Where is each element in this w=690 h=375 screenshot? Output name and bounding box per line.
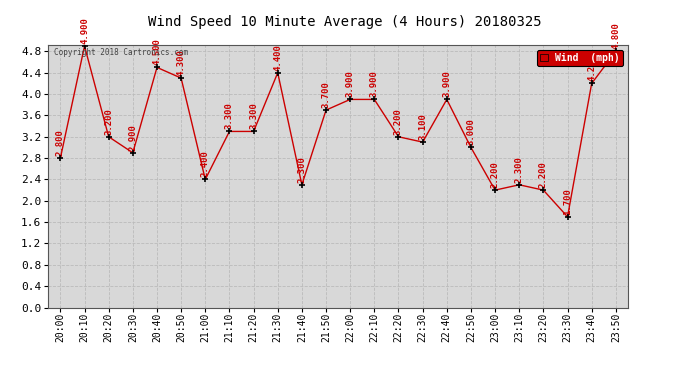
Text: Copyright 2018 Cartronics.com: Copyright 2018 Cartronics.com [54,48,188,57]
Text: 3.200: 3.200 [104,108,113,135]
Text: 3.000: 3.000 [466,118,475,145]
Text: 3.700: 3.700 [322,81,331,108]
Text: 4.800: 4.800 [611,22,620,49]
Legend: Wind  (mph): Wind (mph) [537,50,623,66]
Text: 4.200: 4.200 [587,54,596,81]
Text: 3.900: 3.900 [370,70,379,97]
Text: 3.900: 3.900 [346,70,355,97]
Text: 3.900: 3.900 [442,70,451,97]
Text: 2.400: 2.400 [201,150,210,177]
Text: 2.300: 2.300 [297,156,306,183]
Text: Wind Speed 10 Minute Average (4 Hours) 20180325: Wind Speed 10 Minute Average (4 Hours) 2… [148,15,542,29]
Text: 2.200: 2.200 [539,161,548,188]
Text: 4.900: 4.900 [80,17,89,44]
Text: 3.300: 3.300 [225,102,234,129]
Text: 2.900: 2.900 [128,124,137,151]
Text: 3.300: 3.300 [249,102,258,129]
Text: 4.400: 4.400 [273,44,282,70]
Text: 4.500: 4.500 [152,38,161,65]
Text: 3.200: 3.200 [394,108,403,135]
Text: 2.200: 2.200 [491,161,500,188]
Text: 3.100: 3.100 [418,113,427,140]
Text: 4.300: 4.300 [177,49,186,76]
Text: 2.300: 2.300 [515,156,524,183]
Text: 2.800: 2.800 [56,129,65,156]
Text: 1.700: 1.700 [563,188,572,214]
